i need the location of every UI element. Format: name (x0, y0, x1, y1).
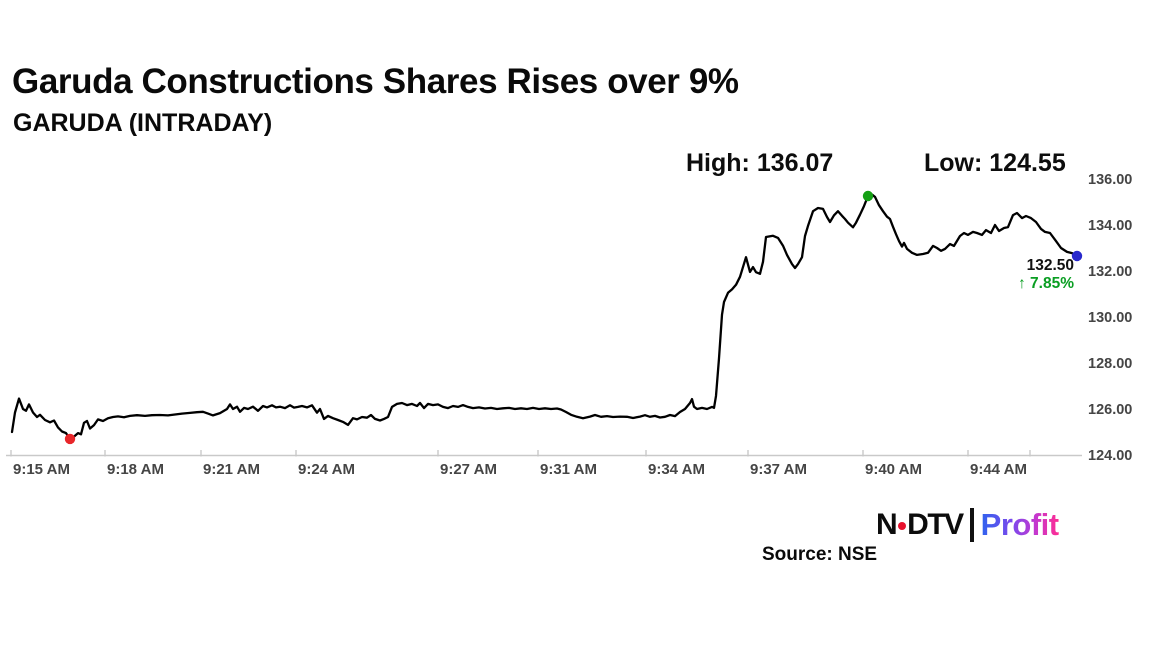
x-axis-tick-label: 9:31 AM (540, 461, 597, 478)
y-axis-tick-label: 128.00 (1088, 356, 1132, 372)
ndtv-wordmark: N DTV (876, 508, 964, 542)
source-label: Source: NSE (762, 544, 878, 565)
ndtv-letters-dtv: DTV (907, 508, 964, 541)
x-axis-tick-label: 9:34 AM (648, 461, 705, 478)
profit-wordmark: Profit (980, 507, 1059, 542)
y-axis-tick-label: 136.00 (1088, 172, 1132, 188)
high-label: High: 136.07 (686, 149, 834, 177)
y-axis-tick-label: 126.00 (1088, 402, 1132, 418)
y-axis-tick-label: 134.00 (1088, 218, 1132, 234)
x-axis-tick-label: 9:40 AM (865, 461, 922, 478)
last-price-label: 132.50 (1026, 257, 1074, 274)
x-axis-tick-label: 9:44 AM (970, 461, 1027, 478)
x-axis-tick-label: 9:24 AM (298, 461, 355, 478)
change-percent-label: ↑ 7.85% (1017, 275, 1074, 292)
ndtv-red-dot-icon (898, 522, 907, 530)
symbol-subtitle: GARUDA (INTRADAY) (13, 109, 273, 137)
page-title: Garuda Constructions Shares Rises over 9… (12, 62, 739, 101)
price-line (10, 193, 1079, 441)
x-axis-tick-label: 9:21 AM (203, 461, 260, 478)
x-axis-tick-label: 9:27 AM (440, 461, 497, 478)
ndtv-profit-logo: N DTV Profit (876, 507, 1059, 543)
last-point-marker (1071, 250, 1083, 262)
y-axis-tick-label: 132.00 (1088, 264, 1132, 280)
logo-divider (969, 508, 974, 542)
ndtv-letter-n: N (876, 508, 898, 541)
high-point-marker (862, 190, 874, 202)
x-axis-tick-label: 9:37 AM (750, 461, 807, 478)
y-axis-tick-label: 124.00 (1088, 448, 1132, 464)
y-axis-tick-label: 130.00 (1088, 310, 1132, 326)
x-axis-tick-label: 9:18 AM (107, 461, 164, 478)
low-point-marker (64, 433, 76, 445)
low-label: Low: 124.55 (924, 149, 1066, 177)
x-axis-tick-label: 9:15 AM (13, 461, 70, 478)
